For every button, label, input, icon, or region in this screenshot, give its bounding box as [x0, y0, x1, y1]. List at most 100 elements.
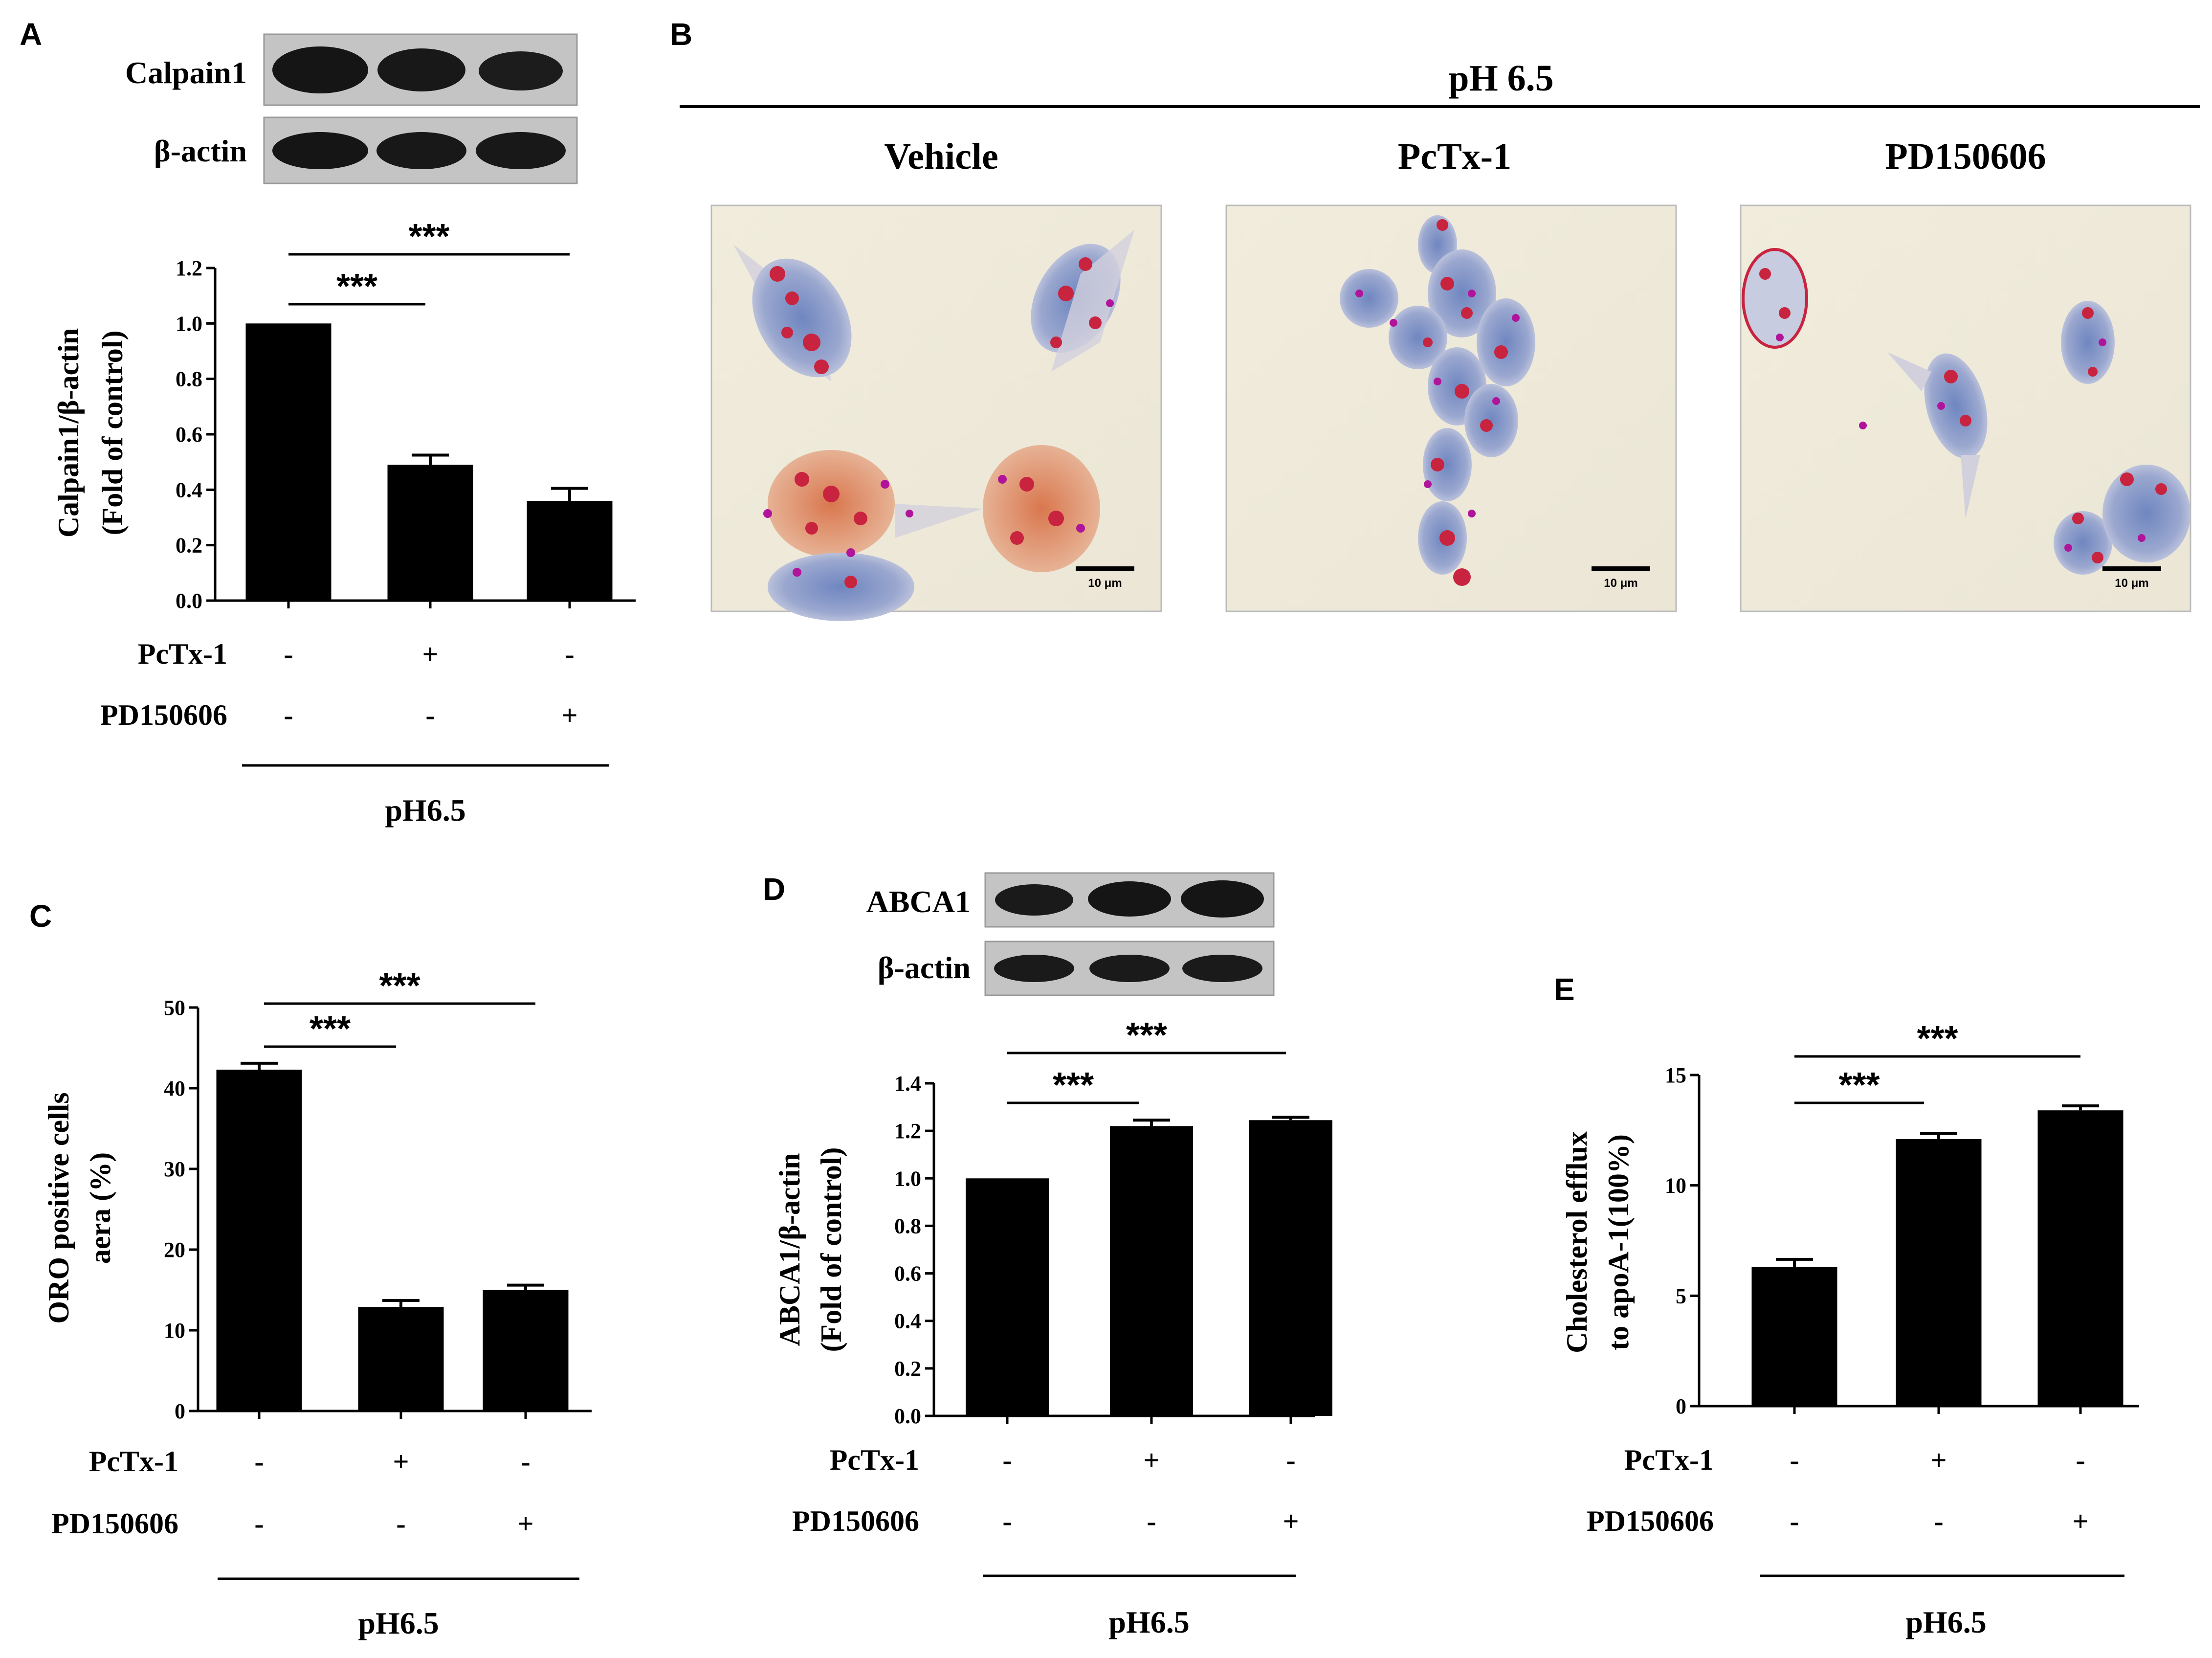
bar: [966, 1178, 1049, 1416]
pctx-sign: -: [1790, 1444, 1799, 1476]
pd150606-sign: +: [2072, 1505, 2088, 1537]
pd150606-sign: +: [561, 699, 577, 731]
bar: [527, 501, 613, 601]
y-axis-label: ORO positive cells: [43, 1092, 75, 1323]
pd150606-sign: -: [425, 699, 435, 731]
y-tick-label: 15: [1665, 1063, 1686, 1087]
micrograph-pd150606: 10 μm: [1740, 204, 2191, 612]
pd150606-sign: -: [254, 1508, 264, 1540]
significance-label: ***: [1838, 1066, 1880, 1105]
y-tick-label: 40: [164, 1076, 185, 1100]
panel-a: A Calpain1 β-actin 0.0 0.2 0.4 0.6 0.8 1.0 1.2…: [20, 17, 636, 828]
panel-d-letter: D: [763, 872, 785, 907]
pctx-sign: -: [521, 1446, 530, 1478]
y-axis-label: (Fold of control): [815, 1147, 847, 1352]
group-label-pd150606: PD150606: [1885, 136, 2046, 177]
scale-bar-label: 10 μm: [1088, 577, 1122, 590]
y-tick-label: 0.8: [176, 367, 202, 391]
y-axis-label: Calpain1/β-actin: [52, 328, 85, 538]
y-axis-label: to apoA-1(100%): [1602, 1134, 1635, 1350]
panel-e: E 0 5 10 15 *** *** Cholesterol efflux to apoA-…: [1554, 972, 2139, 1639]
y-axis-label: aera (%): [84, 1152, 116, 1264]
significance-label: ***: [336, 267, 377, 306]
y-tick-label: 0.2: [176, 534, 202, 558]
row-label-pctx: PcTx-1: [89, 1445, 178, 1478]
pctx-sign: -: [254, 1446, 264, 1478]
panel-d: D ABCA1 β-actin 0.0 0.2 0.4 0.6 0.8 1.0 1.2 1.4…: [763, 872, 1332, 1639]
significance-label: ***: [1917, 1019, 1958, 1058]
y-axis-label: Cholesterol efflux: [1561, 1131, 1593, 1353]
pctx-sign: +: [1930, 1444, 1947, 1476]
bar: [1110, 1126, 1193, 1416]
micrograph-vehicle: 10 μm: [710, 204, 1162, 621]
bar: [245, 323, 332, 601]
bar: [1751, 1267, 1837, 1406]
western-blot-calpain1: [263, 33, 578, 106]
y-tick-label: 0.2: [894, 1357, 921, 1381]
row-label-pctx: PcTx-1: [138, 638, 227, 670]
y-tick-label: 10: [164, 1319, 185, 1343]
y-tick-label: 0.0: [894, 1404, 921, 1428]
pd150606-sign: +: [517, 1508, 533, 1540]
pctx-sign: -: [284, 638, 293, 670]
western-blot-actin-d: [984, 941, 1275, 996]
condition-label: pH6.5: [1905, 1605, 1986, 1639]
y-tick-label: 10: [1665, 1174, 1686, 1198]
bar-chart-oro: 0 10 20 30 40 50 *** *** ORO positive cells aera …: [43, 966, 592, 1640]
row-label-pctx: PcTx-1: [830, 1444, 919, 1476]
bar: [1249, 1120, 1332, 1416]
y-tick-label: 0.6: [894, 1262, 921, 1286]
pd150606-sign: -: [1002, 1505, 1012, 1537]
pd150606-sign: -: [1790, 1505, 1799, 1537]
significance-label: ***: [310, 1009, 351, 1049]
row-label-pd150606: PD150606: [100, 699, 227, 731]
bar-chart-cholesterol-efflux: 0 5 10 15 *** *** Cholesterol efflux to apoA-1(…: [1561, 1019, 2139, 1639]
y-tick-label: 1.0: [176, 312, 202, 336]
y-tick-label: 0.4: [894, 1309, 921, 1333]
y-tick-label: 0.6: [176, 423, 202, 447]
bar: [387, 465, 473, 601]
bar: [2037, 1110, 2124, 1406]
pctx-sign: -: [1286, 1444, 1295, 1476]
y-tick-label: 20: [164, 1238, 185, 1262]
pd150606-sign: +: [1283, 1505, 1299, 1537]
blot-label-calpain1: Calpain1: [125, 55, 247, 90]
pd150606-sign: -: [396, 1508, 405, 1540]
pd150606-sign: -: [1147, 1505, 1156, 1537]
panel-c-letter: C: [29, 898, 52, 934]
significance-label: ***: [379, 966, 420, 1006]
panel-a-letter: A: [20, 17, 42, 52]
panel-b-letter: B: [670, 17, 692, 52]
pd150606-sign: -: [284, 699, 293, 731]
y-tick-label: 0: [1676, 1394, 1686, 1418]
panel-b: B pH 6.5 Vehicle PcTx-1 PD150606: [670, 17, 2200, 621]
blot-label-abca1: ABCA1: [866, 884, 971, 919]
panel-e-letter: E: [1554, 972, 1575, 1007]
blot-label-actin-d: β-actin: [878, 950, 971, 985]
bar: [216, 1070, 302, 1411]
condition-label: pH6.5: [1108, 1605, 1189, 1639]
panel-c: C 0 10 20 30 40 50 *** *** ORO positive cells aer…: [29, 898, 592, 1640]
micrograph-pctx: 10 μm: [1225, 204, 1677, 612]
y-tick-label: 1.4: [894, 1072, 921, 1096]
pctx-sign: +: [393, 1446, 409, 1478]
bar: [358, 1307, 444, 1411]
y-tick-label: 0.0: [176, 589, 202, 613]
y-tick-label: 50: [164, 996, 185, 1020]
bar-chart-calpain1: 0.0 0.2 0.4 0.6 0.8 1.0 1.2 *** *** Calpain1/β-ac…: [52, 217, 636, 828]
pctx-sign: -: [2076, 1444, 2085, 1476]
western-blot-abca1: [984, 872, 1275, 928]
condition-label: pH6.5: [385, 793, 465, 828]
western-blot-actin-a: [263, 116, 578, 184]
y-tick-label: 1.2: [894, 1119, 921, 1143]
row-label-pd150606: PD150606: [51, 1507, 178, 1540]
scale-bar-label: 10 μm: [1604, 577, 1637, 590]
y-tick-label: 1.2: [176, 256, 202, 280]
pd150606-sign: -: [1934, 1505, 1943, 1537]
group-label-pctx: PcTx-1: [1398, 136, 1511, 177]
condition-label: pH6.5: [358, 1606, 439, 1640]
row-label-pd150606: PD150606: [792, 1505, 919, 1537]
y-tick-label: 0.4: [176, 478, 202, 502]
y-tick-label: 0: [175, 1399, 185, 1423]
